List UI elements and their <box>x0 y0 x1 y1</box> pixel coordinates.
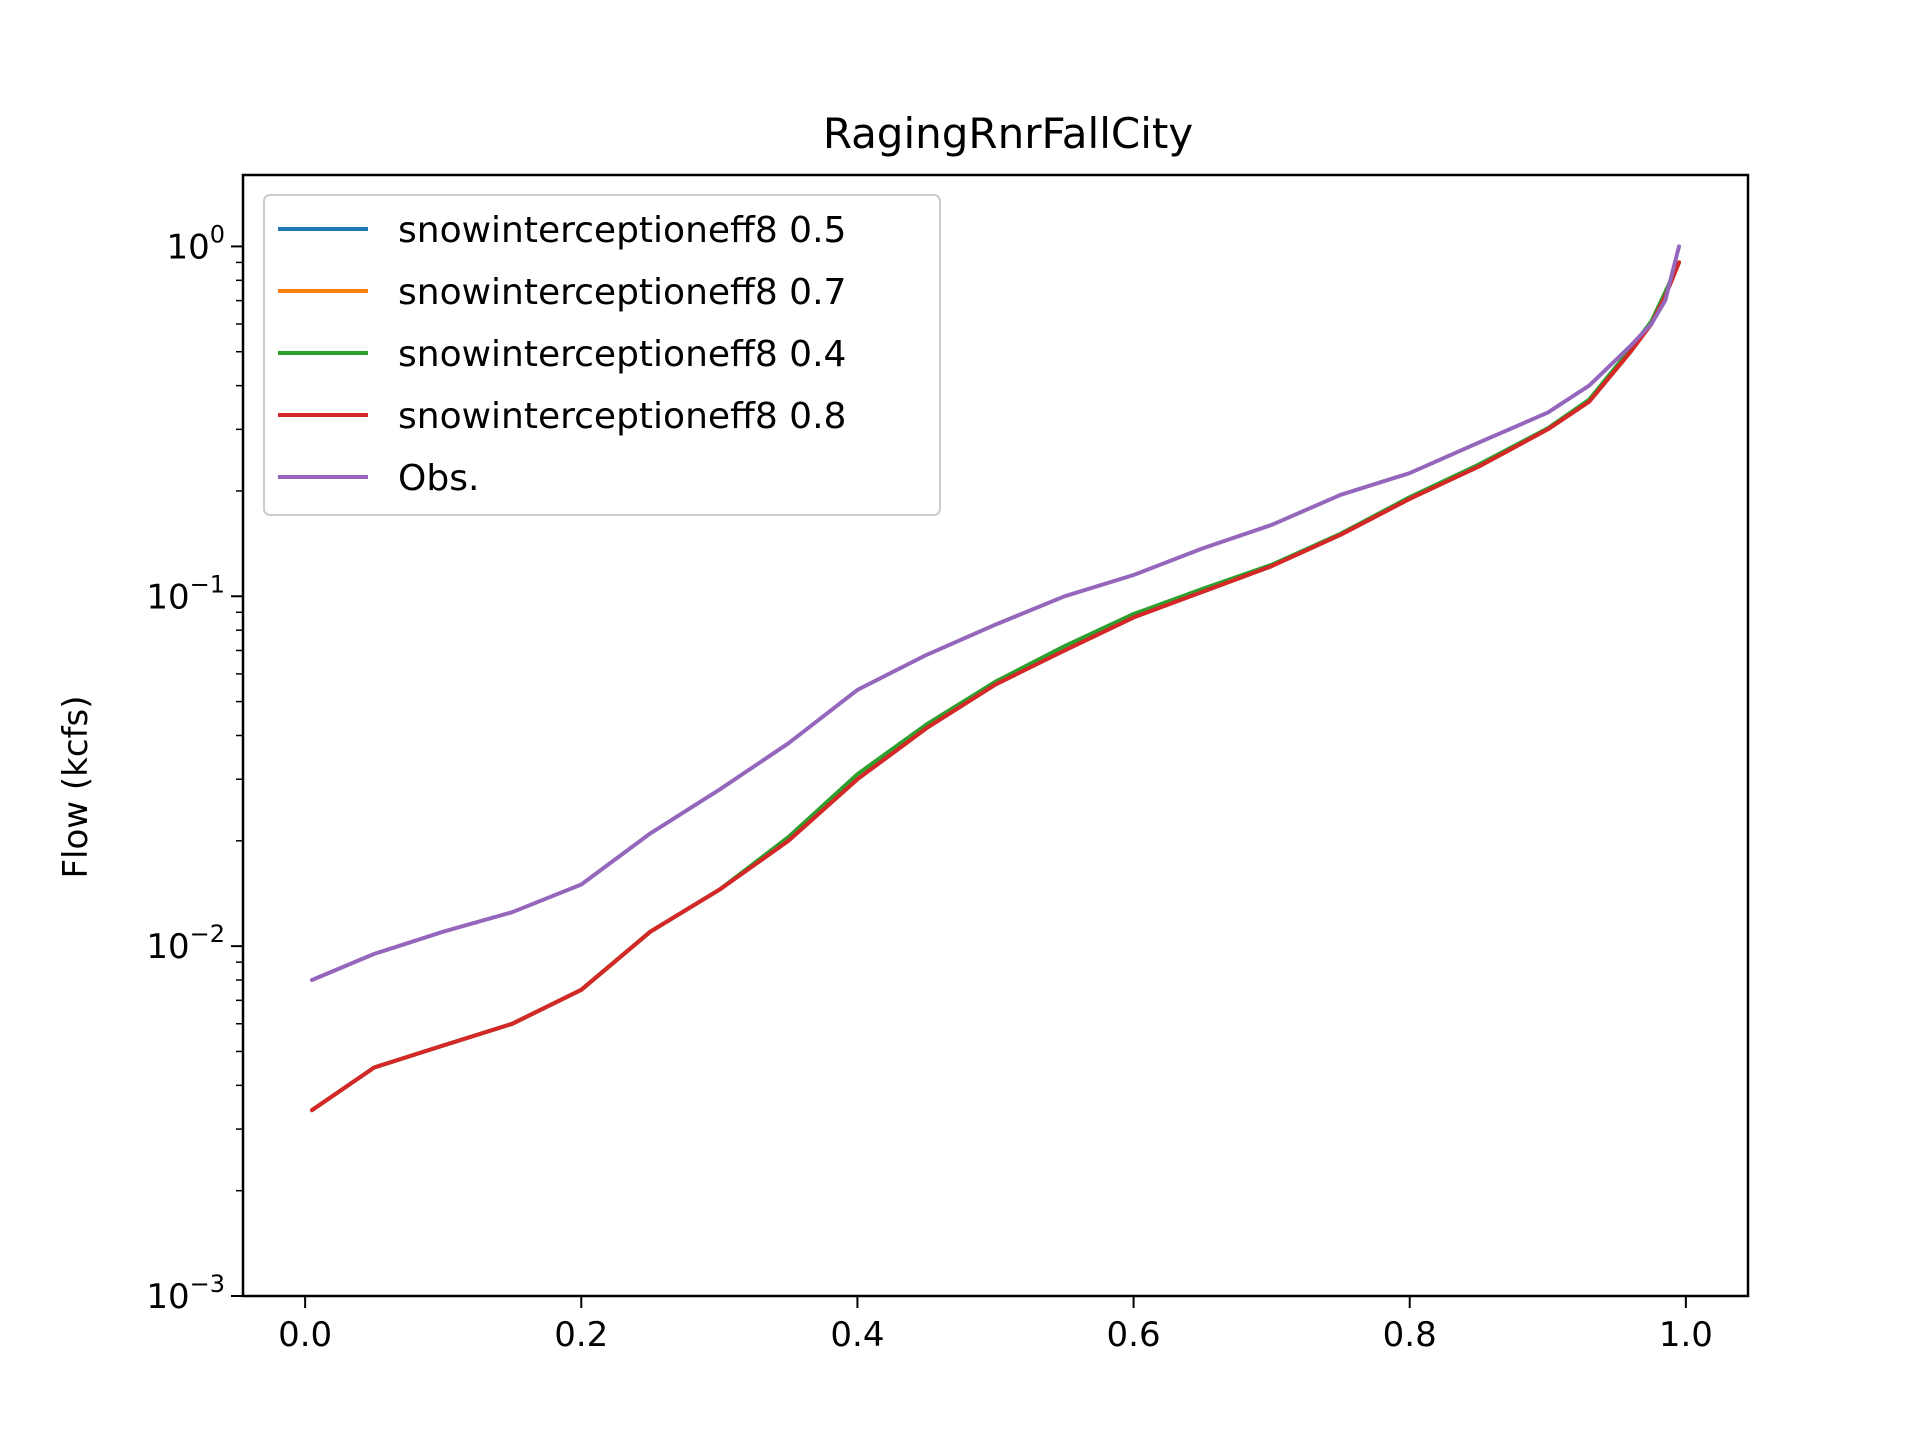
series-line <box>310 260 1681 1113</box>
y-tick-label: 10−1 <box>146 570 225 617</box>
legend-entry-label: snowinterceptioneff8 0.7 <box>398 272 846 313</box>
x-tick-label: 0.6 <box>1107 1315 1161 1355</box>
legend-entry-label: Obs. <box>398 458 479 499</box>
x-tick-label: 0.0 <box>278 1315 332 1355</box>
y-tick-exponent: −2 <box>190 920 225 948</box>
x-axis-ticks: 0.0 0.2 0.4 0.6 0.8 1.0 <box>278 1296 1713 1355</box>
y-tick-label: 10−3 <box>146 1270 225 1317</box>
y-tick-base: 10 <box>146 1277 189 1317</box>
legend: snowinterceptioneff8 0.5 snowinterception… <box>263 194 941 516</box>
legend-entry-label: snowinterceptioneff8 0.5 <box>398 210 846 251</box>
y-tick-base: 10 <box>146 577 189 617</box>
x-tick-label: 0.8 <box>1383 1315 1437 1355</box>
y-tick-exponent: 0 <box>210 220 225 248</box>
x-tick-label: 0.2 <box>554 1315 608 1355</box>
y-tick-base: 10 <box>146 927 189 967</box>
x-tick-label: 0.4 <box>830 1315 884 1355</box>
y-tick-exponent: −3 <box>190 1270 225 1298</box>
legend-box <box>263 194 941 516</box>
y-tick-exponent: −1 <box>190 570 225 598</box>
y-axis-label: Flow (kcfs) <box>56 695 96 878</box>
legend-entry-label: snowinterceptioneff8 0.4 <box>398 334 846 375</box>
legend-entry-label: snowinterceptioneff8 0.8 <box>398 396 846 437</box>
chart-title: RagingRnrFallCity <box>823 109 1193 158</box>
series-line <box>310 244 1681 982</box>
y-tick-label: 10−2 <box>146 920 225 967</box>
x-tick-label: 1.0 <box>1659 1315 1713 1355</box>
y-tick-label: 100 <box>166 220 225 267</box>
series-layer <box>310 244 1681 1113</box>
y-tick-base: 10 <box>166 227 209 267</box>
